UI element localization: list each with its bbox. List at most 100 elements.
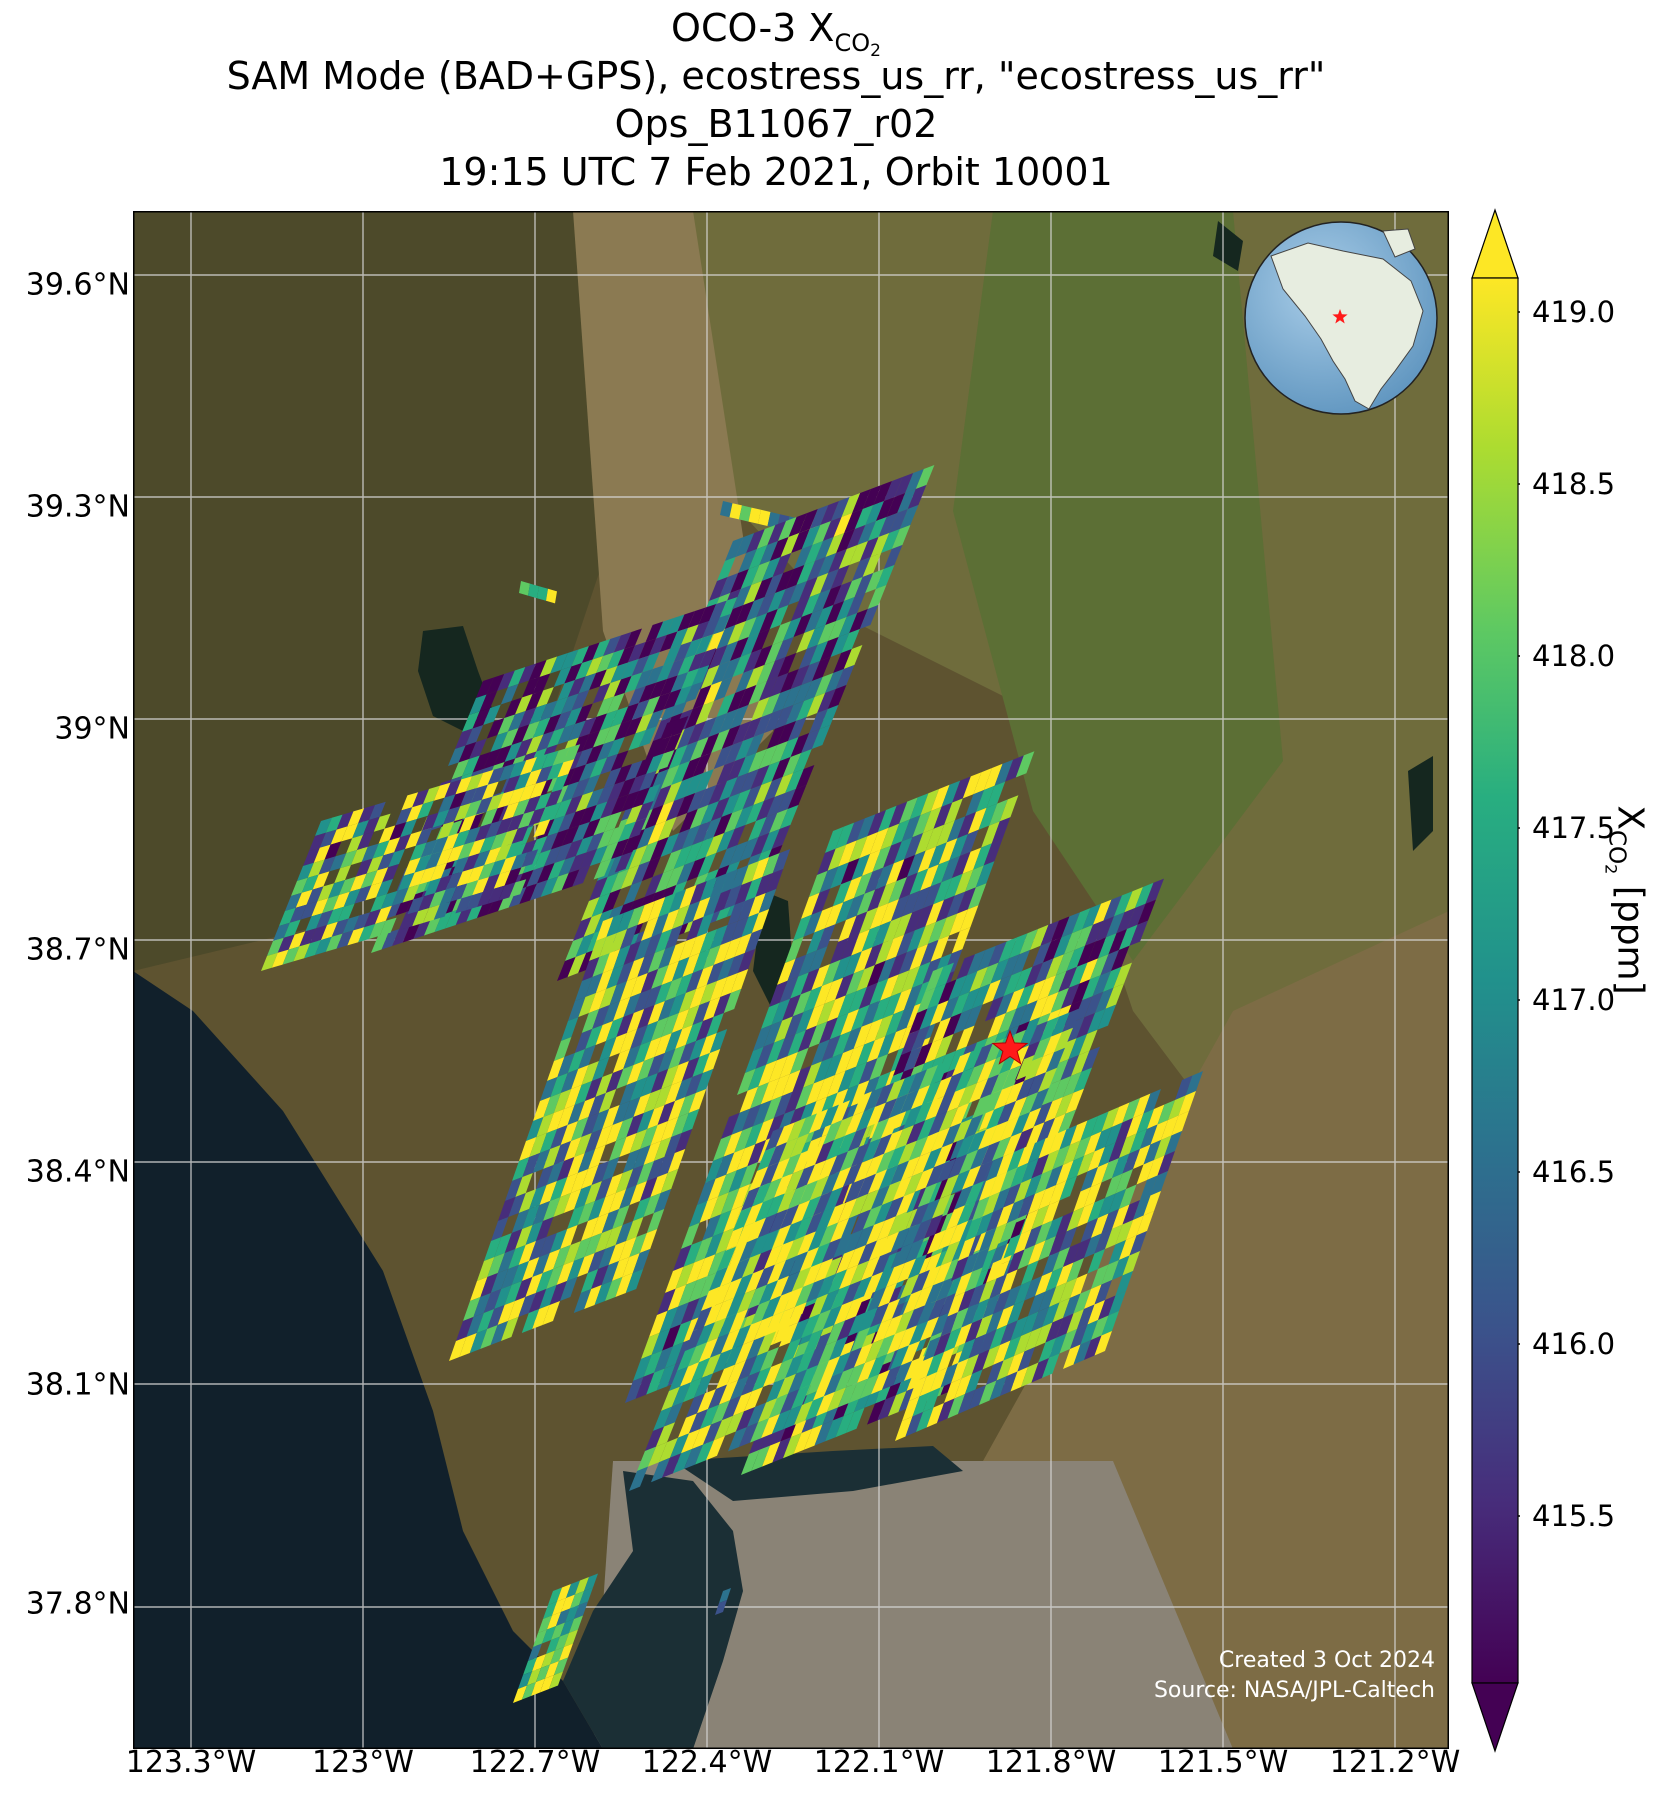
xco2-footprint: [806, 1003, 825, 1030]
xco2-footprint: [528, 807, 546, 826]
xco2-footprint: [572, 866, 590, 887]
xco2-footprint: [456, 868, 474, 887]
xco2-footprint: [539, 1285, 557, 1309]
xco2-footprint: [883, 545, 903, 569]
xco2-footprint: [889, 1093, 908, 1119]
xco2-footprint: [1066, 1258, 1084, 1283]
xco2-footprint: [550, 697, 568, 718]
xco2-footprint: [786, 1235, 805, 1261]
xco2-footprint: [465, 725, 484, 746]
xco2-footprint: [820, 1104, 839, 1129]
xco2-footprint: [872, 845, 892, 872]
xco2-footprint: [744, 929, 763, 953]
xco2-footprint: [657, 1153, 675, 1177]
xco2-footprint: [650, 1121, 668, 1145]
xco2-footprint: [925, 1281, 944, 1306]
xco2-footprint: [444, 779, 462, 798]
xco2-footprint: [731, 865, 749, 889]
xco2-footprint: [668, 941, 686, 965]
xco2-footprint: [952, 851, 971, 878]
xco2-footprint: [622, 1253, 640, 1277]
xco2-footprint: [1001, 954, 1020, 980]
xco2-footprint: [751, 629, 770, 653]
xco2-footprint: [733, 1206, 752, 1231]
xco2-footprint: [423, 785, 440, 804]
xco2-footprint: [1115, 1169, 1133, 1194]
xco2-footprint: [637, 1446, 656, 1471]
xco2-footprint: [995, 992, 1014, 1018]
xco2-footprint: [686, 1258, 705, 1285]
xco2-footprint: [616, 1065, 634, 1089]
xco2-footprint: [1035, 1220, 1053, 1245]
xco2-footprint: [623, 881, 642, 905]
xco2-footprint: [781, 1271, 800, 1296]
xco2-footprint: [640, 1021, 658, 1045]
xco2-footprint: [930, 1000, 949, 1026]
xco2-footprint: [668, 745, 688, 769]
xco2-footprint: [848, 911, 868, 938]
xco2-footprint: [901, 1341, 920, 1366]
xco2-footprint: [632, 787, 650, 808]
xco2-footprint: [1021, 1260, 1039, 1285]
xco2-footprint: [449, 1337, 467, 1361]
xco2-footprint: [711, 729, 730, 753]
xco2-footprint: [753, 713, 773, 737]
xco2-footprint: [560, 1173, 578, 1197]
xco2-footprint: [832, 1031, 851, 1058]
xco2-footprint: [946, 816, 966, 843]
xco2-footprint: [474, 823, 492, 842]
colorbar-tick-417-0: 417.0: [1532, 983, 1616, 1017]
xco2-footprint: [642, 857, 661, 881]
colorbar-extend-bottom: [1471, 1682, 1519, 1753]
xco2-footprint: [888, 1027, 907, 1054]
xco2-footprint: [1129, 1231, 1147, 1256]
xco2-footprint: [565, 1605, 579, 1623]
xco2-footprint: [962, 1165, 981, 1190]
xco2-footprint: [497, 1249, 516, 1273]
xco2-footprint: [791, 597, 810, 621]
xco2-footprint: [775, 637, 794, 661]
xco2-footprint: [613, 945, 631, 969]
xco2-footprint: [834, 1115, 853, 1141]
xco2-footprint: [1000, 1269, 1018, 1294]
xco2-footprint: [966, 1063, 985, 1088]
xco2-footprint: [761, 761, 780, 785]
xco2-footprint: [654, 981, 672, 1005]
xco2-footprint: [1101, 1260, 1119, 1285]
xco2-footprint: [760, 1229, 779, 1256]
xco2-footprint: [614, 676, 632, 697]
xco2-footprint: [920, 789, 939, 816]
xco2-footprint: [951, 992, 970, 1018]
xco2-footprint: [574, 1237, 592, 1261]
xco2-footprint: [850, 1080, 870, 1107]
xco2-footprint: [561, 825, 580, 846]
xco2-footprint: [1157, 1151, 1175, 1176]
xco2-footprint: [808, 1021, 828, 1048]
xco2-footprint: [1003, 971, 1022, 997]
xco2-footprint: [642, 696, 660, 717]
xco2-footprint: [778, 1255, 797, 1281]
xco2-footprint: [486, 718, 505, 739]
xco2-footprint: [661, 909, 680, 933]
xco2-footprint: [682, 1005, 700, 1029]
xco2-footprint: [729, 1309, 748, 1334]
xco2-footprint: [696, 1322, 715, 1347]
xco2-footprint: [656, 1364, 676, 1391]
xco2-footprint: [854, 573, 874, 597]
xco2-footprint: [626, 1165, 644, 1189]
xco2-footprint: [616, 909, 635, 933]
xco2-footprint: [575, 791, 594, 812]
xco2-footprint: [961, 1303, 979, 1328]
xco2-footprint: [1038, 1185, 1056, 1210]
xco2-footprint: [745, 801, 764, 825]
xco2-footprint: [540, 1077, 558, 1101]
xco2-footprint: [473, 1293, 491, 1317]
xco2-footprint: [928, 1111, 947, 1137]
xco2-footprint: [304, 940, 321, 959]
xco2-footprint: [788, 717, 807, 741]
xco2-footprint: [758, 1060, 777, 1087]
xco2-footprint: [319, 829, 337, 848]
xco2-footprint: [495, 843, 512, 862]
xco2-footprint: [925, 966, 944, 992]
xco2-footprint: [321, 921, 338, 940]
